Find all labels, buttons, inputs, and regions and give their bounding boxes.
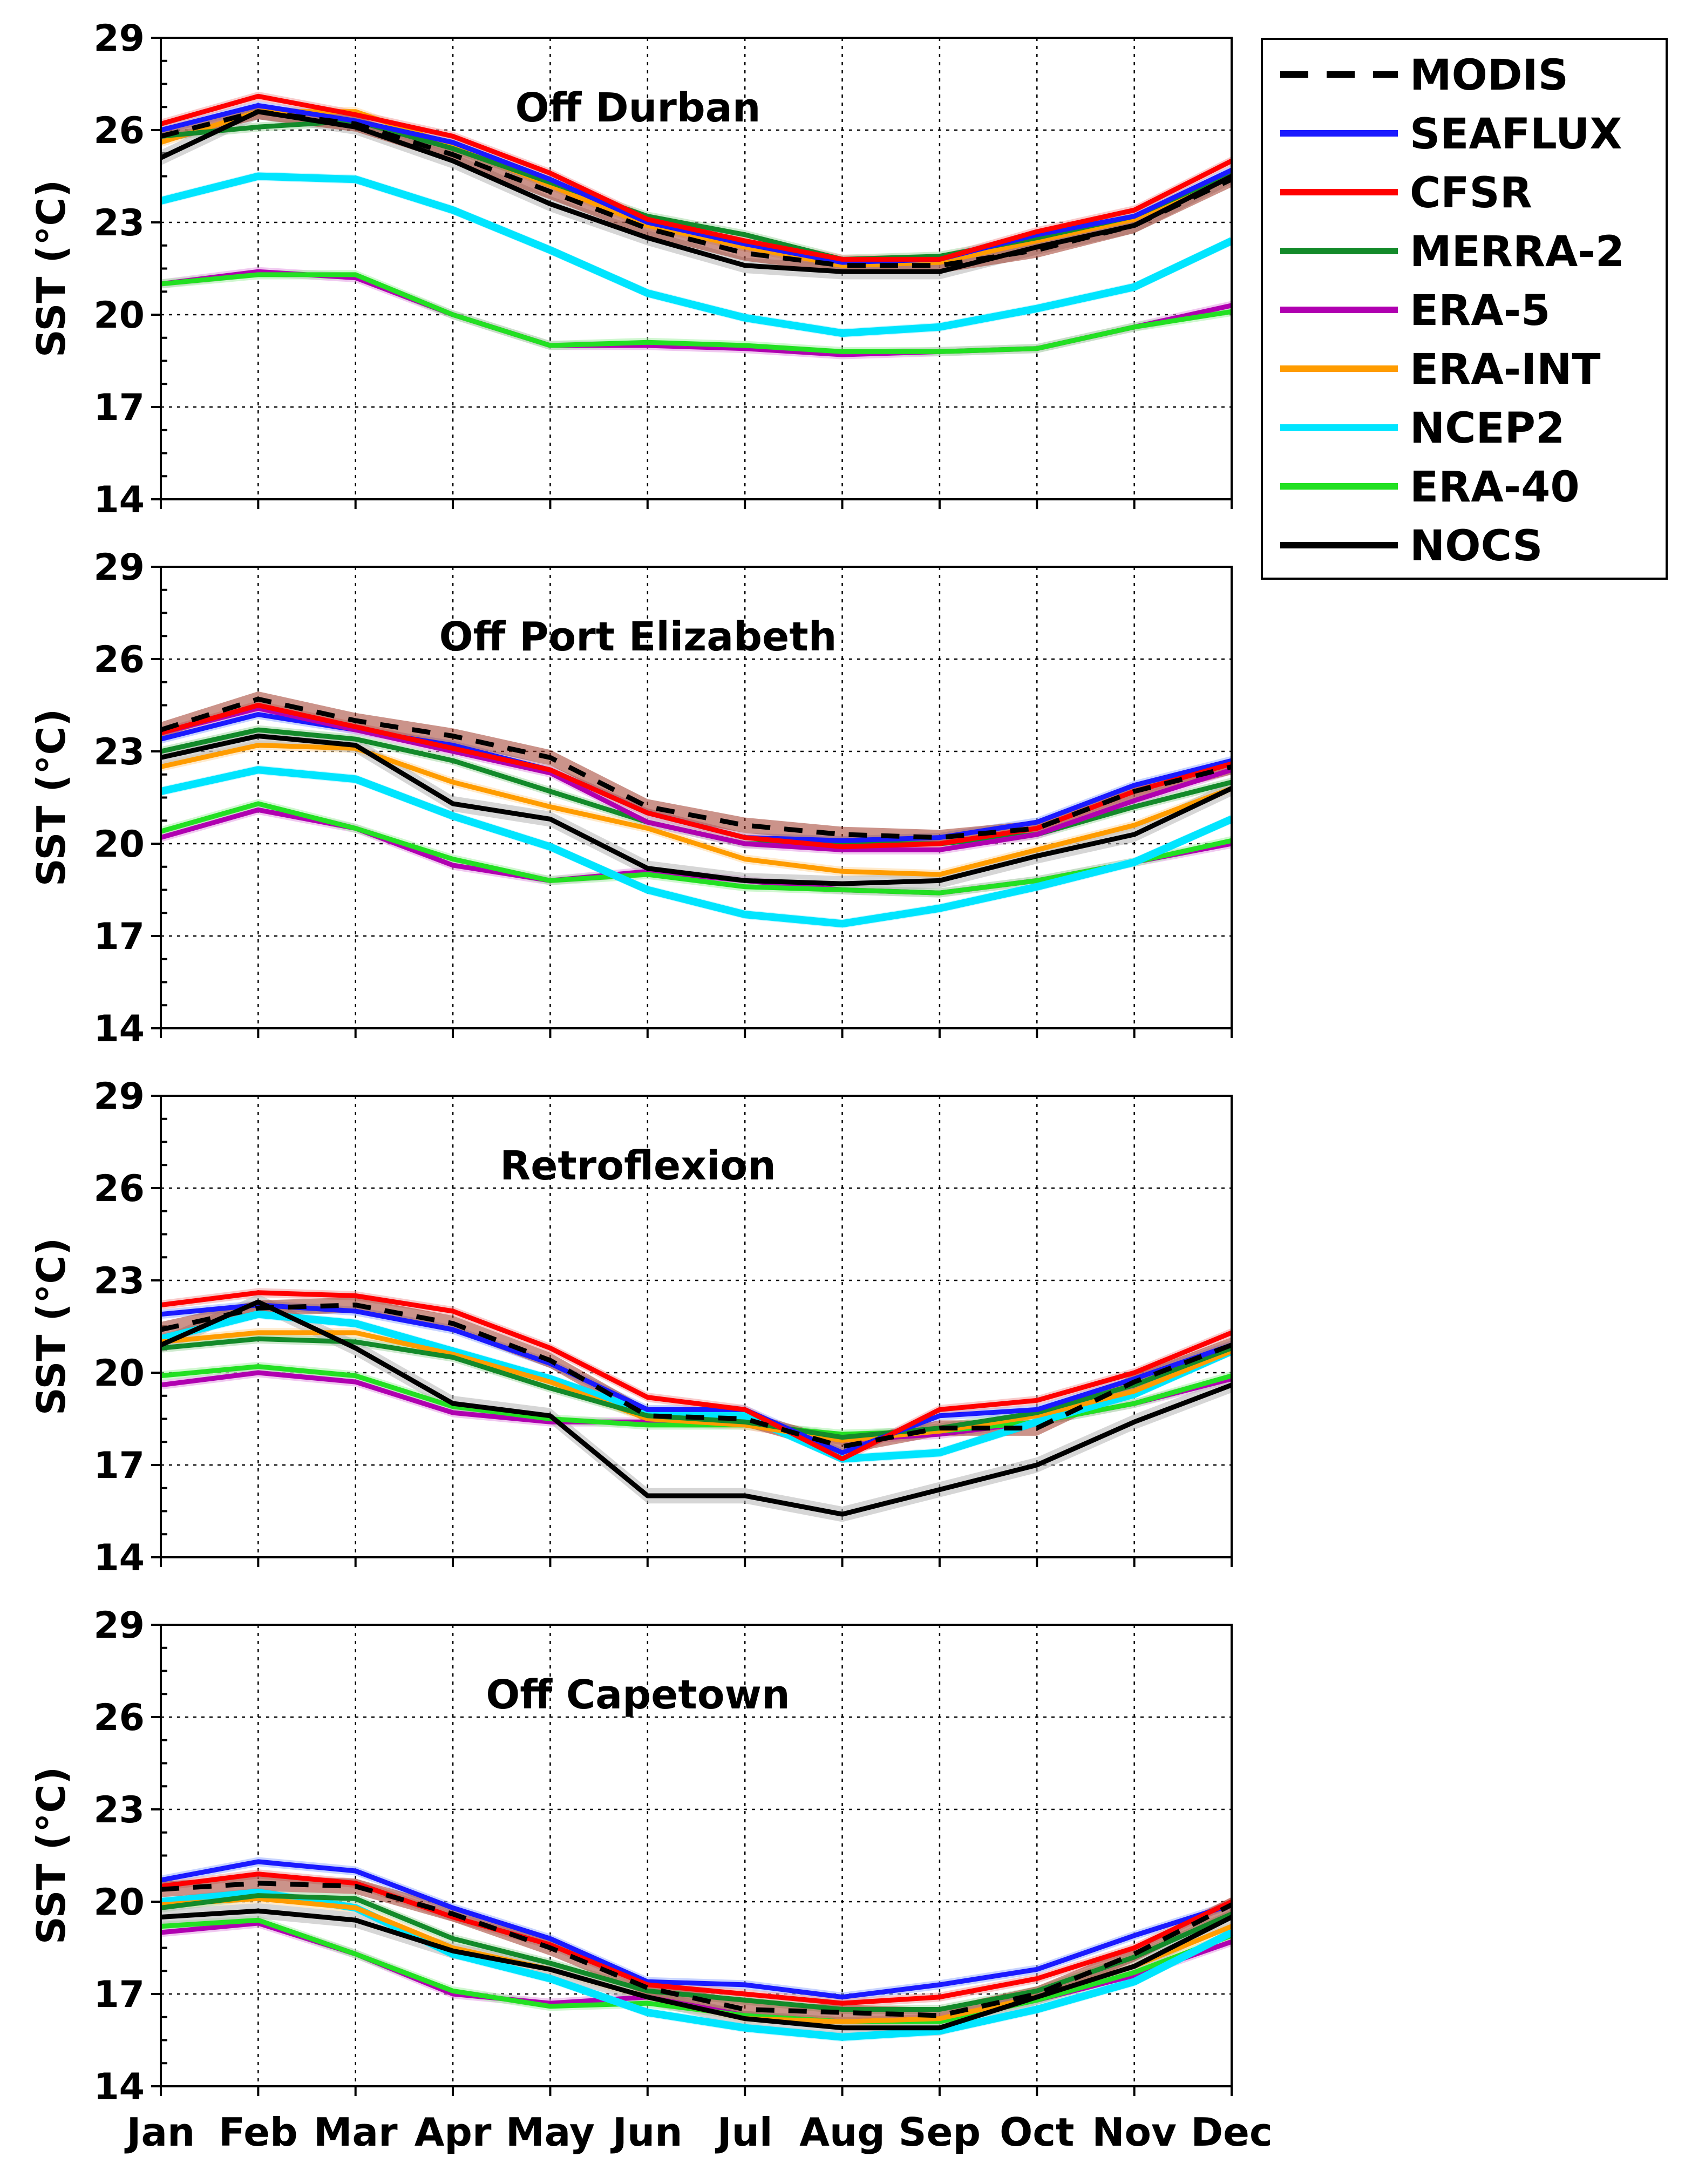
y-tick-label: 26 [93,639,145,681]
panel-off-capetown: 14 17 20 23 26 29 SST (°C) Off Capetown Jan Feb Ma… [29,1604,1273,2155]
legend-label: CFSR [1410,169,1532,218]
series-modis-line [160,109,1233,268]
y-tick-label: 14 [93,479,145,521]
x-tick-label: Aug [799,2110,885,2155]
series-nocs-line [160,1299,1233,1517]
y-tick-label: 17 [93,1444,145,1487]
y-tick-label: 14 [93,1537,145,1579]
x-tick-label: Oct [1000,2110,1074,2155]
band-era-40 [161,270,1232,356]
series-ncep2-line [160,766,1233,928]
y-tick-label: 17 [93,386,145,429]
y-tick-label: 26 [93,1168,145,1210]
series-nocs-line [160,1908,1233,2031]
panel-title: Off Durban [515,85,761,131]
series-ncep2-line [160,172,1233,337]
series-modis-line [160,1303,1233,1449]
legend-label: NOCS [1410,522,1543,571]
panel-off-port-elizabeth: 14 17 20 23 26 29 SST (°C) Off Port Elizabeth [29,546,1233,1050]
panel-title: Off Capetown [486,1672,790,1718]
legend-label: SEAFLUX [1410,110,1622,159]
series-seaflux-line [160,103,1233,265]
x-tick-label: Sep [899,2110,981,2155]
x-tick-label: Jun [610,2110,682,2155]
x-tick-label: Dec [1191,2110,1272,2155]
x-tick-label: May [506,2110,595,2155]
series-seaflux-line [160,1859,1233,2000]
y-tick-label: 29 [93,17,145,60]
panel-retroflexion: 14 17 20 23 26 29 SST (°C) Retroflexion [29,1075,1233,1579]
x-tick-label: Feb [219,2110,298,2155]
series-era-5b-line [160,706,1233,852]
y-tick-label: 20 [93,823,145,866]
y-tick-label: 23 [93,1260,145,1303]
series-seaflux-line [160,1303,1233,1455]
x-tick-label: Mar [314,2110,398,2155]
legend-label: MODIS [1410,51,1568,100]
y-tick-label: 29 [93,1604,145,1647]
series-nocs-line [160,109,1233,274]
y-tick-label: 20 [93,1352,145,1395]
series-nocs-line [160,734,1233,886]
plot-frame [160,1095,1233,1558]
y-tick-label: 23 [93,202,145,245]
band-modis [161,1875,1232,2024]
y-axis-label: SST (°C) [29,709,74,886]
series-era-40-line [160,272,1232,354]
legend-label: NCEP2 [1410,404,1565,453]
y-axis-label: SST (°C) [29,1767,74,1944]
x-tick-label: Apr [415,2110,492,2155]
series-cfsr-line [160,93,1233,262]
series-modis-line [160,696,1233,840]
y-tick-label: 14 [93,1008,145,1050]
legend-label: MERRA-2 [1410,228,1625,276]
series-cfsr-line [160,1290,1233,1462]
y-tick-label: 17 [93,915,145,958]
x-tick-label: Jan [124,2110,195,2155]
series-era-int-line [160,743,1233,877]
legend-label: ERA-40 [1410,463,1580,512]
x-tick-label: Nov [1092,2110,1177,2155]
legend-label: ERA-INT [1410,345,1601,394]
y-tick-label: 29 [93,1075,145,1118]
plot-frame [160,1624,1233,2087]
series-era-40-line [160,801,1232,896]
plot-frame [160,566,1233,1029]
series-modis-line [160,1881,1233,2018]
y-axis-label: SST (°C) [29,1238,74,1415]
legend-label: ERA-5 [1410,287,1550,335]
y-tick-label: 26 [93,110,145,152]
y-tick-label: 14 [93,2066,145,2108]
series-cfsr-line [160,1871,1233,2006]
x-tick-label: Jul [715,2110,773,2155]
series-era-int-line [160,1330,1233,1443]
panel-title: Off Port Elizabeth [439,614,837,660]
y-tick-label: 17 [93,1973,145,2016]
series-ncep2-line [160,1310,1233,1463]
band-seaflux [161,1300,1232,1457]
y-tick-label: 26 [93,1697,145,1739]
y-tick-label: 29 [93,546,145,589]
y-tick-label: 20 [93,294,145,337]
y-tick-label: 23 [93,731,145,774]
y-tick-label: 20 [93,1881,145,1924]
y-axis-label: SST (°C) [29,180,74,357]
series-merra-2-line [160,118,1233,262]
legend: MODIS SEAFLUX CFSR MERRA-2 ERA-5 ERA-INT NCEP2… [1261,38,1668,580]
plot-frame [160,37,1233,500]
y-tick-label: 23 [93,1789,145,1832]
panel-off-durban: 14 17 20 23 26 29 SST (°C) Off Durban [29,17,1233,521]
panel-title: Retroflexion [500,1143,776,1189]
